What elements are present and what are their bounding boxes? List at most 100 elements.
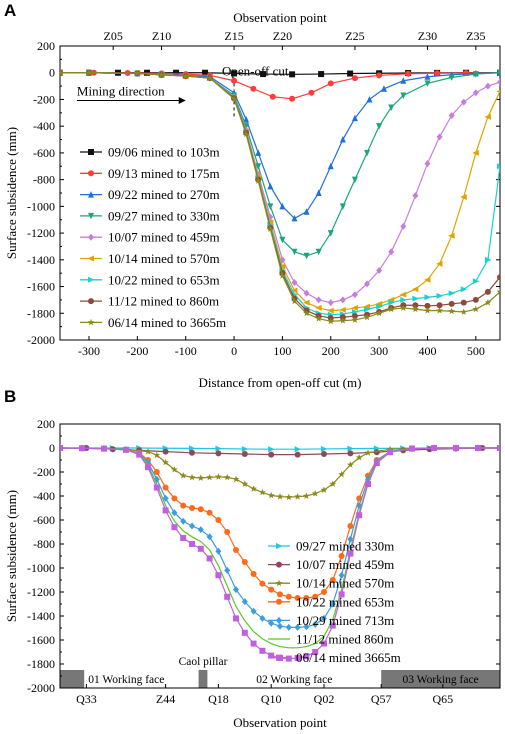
- y-tick-label: -200: [33, 465, 55, 479]
- data-point: [206, 74, 214, 81]
- legend-label: 10/07 mined to 459m: [108, 230, 220, 245]
- data-point: [436, 260, 443, 267]
- data-point: [241, 598, 248, 606]
- data-point: [153, 451, 161, 459]
- data-point: [197, 474, 205, 481]
- region-label-01-working-face: 01 Working face: [88, 674, 164, 686]
- data-point: [436, 133, 443, 141]
- legend-marker: [88, 212, 94, 220]
- data-point: [338, 470, 346, 478]
- data-point: [387, 449, 393, 456]
- data-point: [376, 303, 383, 310]
- data-point: [123, 446, 129, 453]
- data-point: [497, 274, 500, 281]
- data-point: [291, 279, 298, 287]
- data-point: [475, 445, 481, 451]
- data-point: [364, 280, 371, 288]
- data-point: [162, 494, 169, 502]
- data-point: [206, 533, 213, 541]
- data-point: [291, 248, 298, 256]
- data-point: [411, 305, 419, 313]
- x-tick-label: 100: [273, 344, 291, 358]
- region-label-02-working-face: 02 Working face: [256, 674, 332, 686]
- data-point: [329, 480, 337, 487]
- region-label-caol-pillar: Caol pillar: [179, 656, 228, 668]
- data-point: [197, 545, 204, 552]
- data-point: [223, 473, 231, 481]
- data-point: [291, 287, 298, 294]
- data-point: [339, 317, 347, 324]
- x-axis: -300 -200 -100 0 100 200 300 400 500 Distance fro…: [78, 336, 485, 390]
- x-tick-label: 300: [370, 344, 388, 358]
- region-label-03-working-face: 03 Working face: [403, 674, 479, 686]
- data-point: [460, 98, 467, 106]
- top-axis: Z05 Z10 Z15 Z20 Z25 Z30 Z35 Observation point: [104, 10, 485, 50]
- data-point: [303, 289, 310, 297]
- data-point: [285, 493, 293, 501]
- data-point: [60, 445, 63, 451]
- data-point: [303, 653, 310, 660]
- data-point: [303, 299, 310, 306]
- data-point: [230, 95, 238, 102]
- legend-label: 10/22 mined to 653m: [108, 272, 220, 287]
- data-point: [189, 541, 195, 547]
- data-point: [197, 526, 204, 534]
- data-point: [315, 315, 323, 322]
- data-point: [260, 71, 267, 78]
- data-point: [472, 149, 479, 156]
- x-tick-label: 0: [231, 344, 237, 358]
- x-tick-label: Q33: [76, 692, 97, 706]
- data-point: [339, 203, 346, 210]
- y-tick-label: -1000: [27, 561, 55, 575]
- data-point: [232, 475, 240, 483]
- data-point: [484, 256, 492, 263]
- data-point: [291, 214, 298, 222]
- data-point: [197, 506, 204, 513]
- data-point: [375, 309, 383, 317]
- data-point: [411, 286, 419, 293]
- data-point: [375, 300, 383, 307]
- data-point: [153, 484, 160, 491]
- data-point: [338, 591, 345, 598]
- data-point: [250, 485, 258, 492]
- data-point: [206, 509, 213, 516]
- data-point: [355, 454, 363, 461]
- data-point: [460, 308, 468, 315]
- y-axis-label: Surface subsidence (mm): [4, 127, 19, 259]
- data-point: [315, 248, 322, 256]
- data-point: [400, 92, 407, 99]
- data-point: [327, 299, 334, 307]
- data-point: [241, 559, 248, 565]
- legend-label: 10/29 mined 713m: [296, 613, 394, 628]
- top-tick-label: Z30: [418, 29, 437, 43]
- data-point: [412, 192, 419, 200]
- top-tick-label: Z15: [224, 29, 243, 43]
- data-point: [351, 312, 358, 319]
- data-point: [387, 296, 395, 303]
- data-point: [291, 297, 298, 305]
- data-point: [173, 69, 180, 76]
- top-tick-label: Z35: [466, 29, 485, 43]
- series-line-09-13-mined-to-175m: [60, 72, 500, 100]
- data-point: [224, 529, 231, 535]
- data-point: [400, 222, 407, 230]
- data-point: [224, 566, 231, 574]
- legend-marker: [276, 598, 282, 605]
- top-tick-label: Z05: [104, 29, 123, 43]
- data-point: [321, 614, 327, 622]
- legend-marker: [88, 170, 94, 177]
- data-point: [472, 305, 480, 313]
- y-tick-label: -1400: [27, 253, 55, 267]
- data-point: [448, 111, 455, 119]
- legend-label: 09/13 mined to 175m: [108, 166, 220, 181]
- legend-marker: [87, 255, 94, 262]
- y-tick-label: -400: [33, 489, 55, 503]
- data-point: [241, 629, 248, 636]
- data-point: [351, 176, 358, 184]
- data-point: [79, 445, 85, 452]
- data-point: [339, 306, 346, 313]
- data-point: [327, 162, 334, 170]
- legend-label: 09/27 mined 330m: [296, 539, 394, 554]
- series-line-06-14-mined-3665m: [60, 447, 500, 660]
- legend-label: 10/14 mined 570m: [296, 576, 394, 591]
